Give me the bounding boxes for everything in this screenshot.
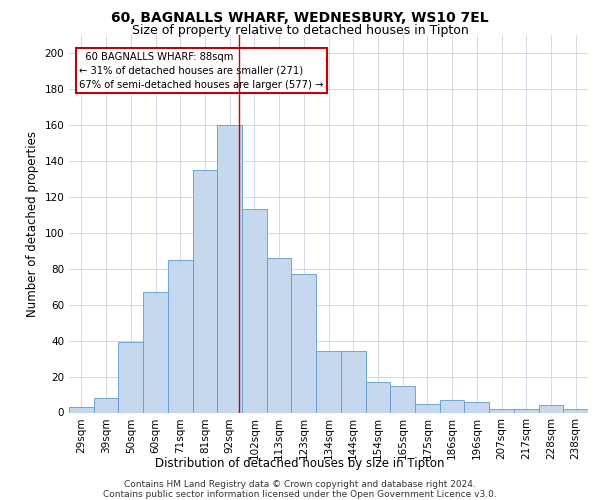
Bar [563,409,588,412]
Text: 60, BAGNALLS WHARF, WEDNESBURY, WS10 7EL: 60, BAGNALLS WHARF, WEDNESBURY, WS10 7EL [111,12,489,26]
Bar [94,398,118,412]
Bar [292,274,316,412]
Bar [365,382,390,412]
Bar [143,292,168,412]
Bar [193,170,217,412]
Bar [464,402,489,412]
Bar [440,400,464,412]
Bar [514,409,539,412]
Text: Distribution of detached houses by size in Tipton: Distribution of detached houses by size … [155,458,445,470]
Text: 60 BAGNALLS WHARF: 88sqm
← 31% of detached houses are smaller (271)
67% of semi-: 60 BAGNALLS WHARF: 88sqm ← 31% of detach… [79,52,324,90]
Bar [316,352,341,412]
Bar [69,407,94,412]
Bar [118,342,143,412]
Bar [539,406,563,412]
Bar [168,260,193,412]
Y-axis label: Number of detached properties: Number of detached properties [26,130,39,317]
Bar [390,386,415,412]
Bar [242,210,267,412]
Bar [267,258,292,412]
Bar [341,352,365,412]
Text: Contains HM Land Registry data © Crown copyright and database right 2024.
Contai: Contains HM Land Registry data © Crown c… [103,480,497,499]
Text: Size of property relative to detached houses in Tipton: Size of property relative to detached ho… [131,24,469,37]
Bar [415,404,440,412]
Bar [217,125,242,412]
Bar [489,409,514,412]
